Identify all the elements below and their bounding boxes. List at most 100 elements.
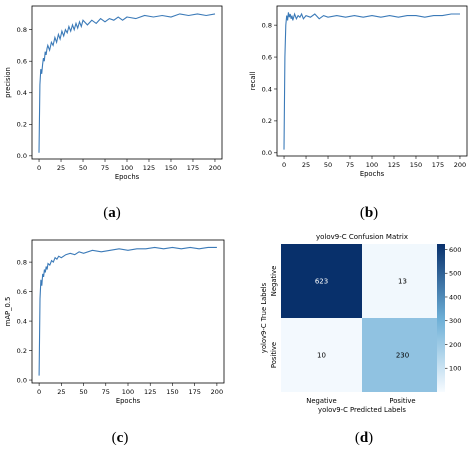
map-plot-frame [31, 239, 225, 384]
precision-ytick-label: 0.4 [17, 89, 27, 97]
precision-xlabel: Epochs [115, 173, 140, 181]
panel-a: 0 25 50 75 100 125 150 175 200 0.0 0.2 0.4 0.6 0.8 Epo… [0, 0, 237, 190]
precision-series-line [38, 13, 216, 153]
precision-plot-frame [31, 5, 223, 160]
matrix-ytick-label: Positive [270, 342, 278, 368]
recall-xlabel: Epochs [360, 170, 385, 178]
recall-xtick-label: 200 [454, 161, 466, 169]
matrix-title: yolov9-C Confusion Matrix [316, 233, 408, 241]
precision-xtick-label: 200 [209, 164, 221, 172]
recall-xtick-label: 50 [324, 161, 332, 169]
map-xlabel: Epochs [116, 397, 141, 405]
precision-xtick-label: 175 [187, 164, 199, 172]
matrix-xtick-label: Positive [389, 397, 415, 405]
map-ytick-label: 0.0 [17, 376, 27, 384]
recall-chart: 0 25 50 75 100 125 150 175 200 0.0 0.2 0.4 0.6 0.8 Epo… [249, 5, 468, 178]
map-xtick-label: 100 [122, 388, 134, 396]
precision-xtick-label: 75 [101, 164, 109, 172]
precision-xtick-label: 100 [121, 164, 133, 172]
precision-xtick-label: 150 [165, 164, 177, 172]
precision-ytick-label: 0.0 [17, 152, 27, 160]
map-xtick-label: 0 [37, 388, 41, 396]
matrix-cell [281, 318, 362, 392]
caption-b-open: ( [359, 205, 365, 221]
precision-chart: 0 25 50 75 100 125 150 175 200 0.0 0.2 0.4 0.6 0.8 Epo… [4, 5, 223, 181]
matrix-ylabel: yolov9-C True Labels [260, 282, 268, 353]
recall-ytick-label: 0.6 [262, 53, 272, 61]
matrix-cell-value: 13 [398, 278, 407, 286]
map-xtick-label: 150 [166, 388, 178, 396]
map-ylabel: mAP_0.5 [4, 297, 12, 327]
caption-b-close: ) [373, 205, 379, 221]
precision-xtick-label: 125 [143, 164, 155, 172]
matrix-cell [362, 318, 443, 392]
matrix-ytick-label: Negative [270, 266, 278, 297]
map-ytick-label: 0.2 [17, 347, 27, 355]
panel-c: 0 25 50 75 100 125 150 175 200 0.0 0.2 0.4 0.6 0.8 Epo… [0, 228, 237, 410]
recall-xtick-label: 0 [282, 161, 286, 169]
caption-a-letter: a [108, 205, 116, 221]
caption-b-letter: b [364, 205, 374, 221]
colorbar-tick-label: 200 [449, 341, 461, 349]
map-ytick-label: 0.4 [17, 317, 27, 325]
caption-a: (a) [92, 205, 132, 222]
map-xtick-label: 175 [188, 388, 200, 396]
map-xtick-label: 25 [57, 388, 65, 396]
caption-c: (c) [100, 430, 140, 447]
caption-c-letter: c [116, 430, 124, 446]
caption-a-open: ( [103, 205, 109, 221]
recall-xtick-label: 125 [388, 161, 400, 169]
precision-ytick-label: 0.2 [17, 121, 27, 129]
caption-c-close: ) [123, 430, 129, 446]
recall-ytick-label: 0.4 [262, 85, 272, 93]
map-xtick-label: 200 [211, 388, 223, 396]
precision-ytick-label: 0.8 [17, 26, 27, 34]
map-chart: 0 25 50 75 100 125 150 175 200 0.0 0.2 0.4 0.6 0.8 Epo… [4, 239, 225, 405]
matrix-cell [362, 244, 443, 318]
colorbar-tick-label: 600 [449, 246, 461, 254]
precision-xtick-label: 25 [57, 164, 65, 172]
matrix-cell-value: 623 [315, 278, 328, 286]
matrix-cell-value: 230 [396, 352, 409, 360]
matrix-xlabel: yolov9-C Predicted Labels [318, 406, 406, 414]
recall-plot-frame [276, 5, 468, 157]
colorbar-tick-label: 400 [449, 293, 461, 301]
recall-ytick-label: 0.2 [262, 117, 272, 125]
matrix-cell-value: 10 [317, 352, 326, 360]
matrix-cell [281, 244, 362, 318]
recall-xtick-label: 150 [410, 161, 422, 169]
caption-d-letter: d [359, 430, 369, 446]
caption-a-close: ) [115, 205, 121, 221]
map-xtick-label: 50 [79, 388, 87, 396]
caption-d: (d) [344, 430, 384, 447]
recall-xtick-label: 75 [346, 161, 354, 169]
recall-ytick-label: 0.0 [262, 149, 272, 157]
panel-b: 0 25 50 75 100 125 150 175 200 0.0 0.2 0.4 0.6 0.8 Epo… [237, 0, 474, 190]
colorbar-tick-label: 100 [449, 365, 461, 373]
map-series-line [38, 246, 217, 376]
colorbar-tick-label: 500 [449, 270, 461, 278]
caption-b: (b) [349, 205, 389, 222]
precision-ylabel: precision [4, 67, 12, 98]
recall-series-line [283, 12, 460, 150]
precision-xtick-label: 50 [79, 164, 87, 172]
matrix-xtick-label: Negative [306, 397, 337, 405]
confusion-matrix: yolov9-C Confusion Matrix 623 13 10 230 Negat… [260, 233, 461, 414]
caption-d-close: ) [368, 430, 374, 446]
colorbar-tick-label: 300 [449, 317, 461, 325]
map-xtick-label: 125 [144, 388, 156, 396]
caption-c-open: ( [111, 430, 117, 446]
recall-xtick-label: 100 [366, 161, 378, 169]
map-ytick-label: 0.6 [17, 288, 27, 296]
precision-ytick-label: 0.6 [17, 58, 27, 66]
recall-xtick-label: 175 [432, 161, 444, 169]
recall-xtick-label: 25 [302, 161, 310, 169]
panel-d: yolov9-C Confusion Matrix 623 13 10 230 Negat… [237, 228, 474, 428]
map-ytick-label: 0.8 [17, 258, 27, 266]
recall-ytick-label: 0.8 [262, 21, 272, 29]
map-xtick-label: 75 [102, 388, 110, 396]
caption-d-open: ( [354, 430, 360, 446]
precision-xtick-label: 0 [37, 164, 41, 172]
colorbar [437, 244, 445, 392]
recall-ylabel: recall [249, 72, 257, 91]
